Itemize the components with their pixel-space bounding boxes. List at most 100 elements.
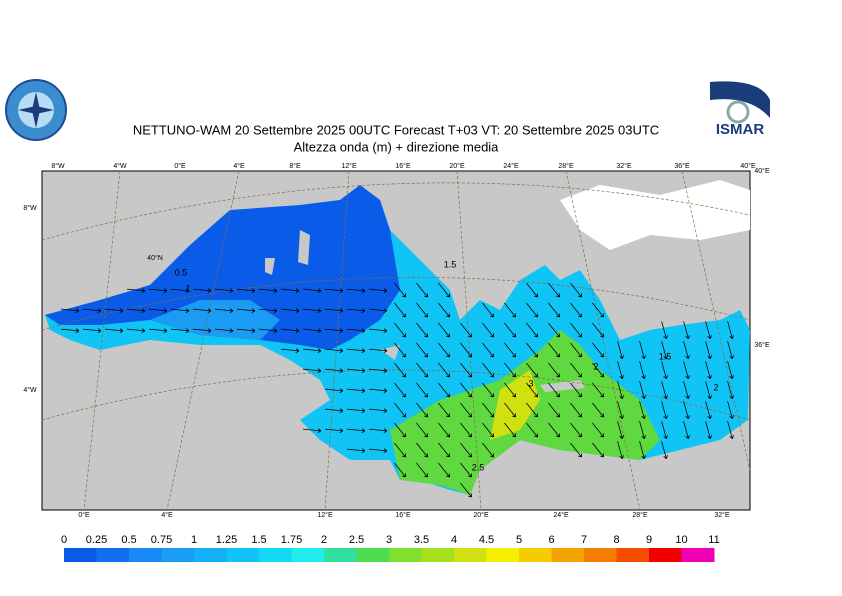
arrow — [460, 402, 472, 418]
arrow — [482, 442, 494, 458]
arrow — [705, 421, 712, 439]
arrow — [394, 282, 406, 298]
graticule — [41, 170, 751, 511]
arrow — [369, 408, 388, 413]
arrow — [325, 388, 344, 393]
arrow — [570, 302, 582, 318]
arrow — [394, 322, 406, 338]
arrow — [394, 342, 406, 358]
arrow — [438, 442, 450, 458]
colorbar-label: 0.75 — [151, 534, 172, 546]
arrow — [639, 441, 646, 459]
arrow — [347, 328, 366, 333]
top-tick-label: 4°E — [233, 162, 245, 170]
arrow — [482, 402, 494, 418]
arrow — [149, 328, 168, 333]
sea-peak — [490, 370, 540, 440]
arrow — [526, 322, 538, 338]
subtitle: Altezza onda (m) + direzione media — [294, 139, 500, 154]
arrow — [727, 361, 734, 379]
arrow — [369, 328, 388, 333]
arrow — [460, 482, 472, 498]
arrow — [661, 321, 668, 339]
left-tick-label: 4°W — [23, 386, 37, 394]
arrow — [416, 442, 428, 458]
colorbar-label: 2 — [321, 534, 327, 546]
arrow — [526, 402, 538, 418]
arrow — [504, 302, 516, 318]
logo-left — [5, 79, 67, 141]
arrow — [416, 322, 428, 338]
arrow — [438, 462, 450, 478]
arrow — [548, 342, 560, 358]
arrow — [259, 288, 278, 293]
arrow — [215, 308, 234, 313]
bottom-tick-label: 20°E — [473, 511, 489, 519]
bottom-tick-label: 12°E — [317, 511, 333, 519]
arrow — [325, 328, 344, 333]
arrow — [548, 422, 560, 438]
arrow — [504, 402, 516, 418]
colorbar-label: 0.5 — [121, 534, 136, 546]
arrow — [416, 402, 428, 418]
arrow — [394, 402, 406, 418]
arrow — [661, 381, 668, 399]
arrow — [61, 308, 80, 313]
arrow — [369, 368, 388, 373]
arrow — [661, 341, 668, 359]
arrow — [347, 288, 366, 293]
arrow — [83, 328, 102, 333]
arrow — [683, 421, 690, 439]
arrow — [347, 308, 366, 313]
arrow — [369, 288, 388, 293]
arrow — [617, 441, 624, 459]
arrow — [482, 342, 494, 358]
logo-right: ISMAR — [710, 80, 770, 140]
arrow — [171, 288, 190, 293]
arrow — [683, 321, 690, 339]
arrow — [482, 362, 494, 378]
arrow — [504, 362, 516, 378]
top-tick-label: 16°E — [395, 162, 411, 170]
bottom-tick-label: 0°E — [78, 511, 90, 519]
arrow — [460, 362, 472, 378]
arrow — [460, 442, 472, 458]
arrow — [325, 288, 344, 293]
arrow — [394, 382, 406, 398]
colorbar-label: 11 — [708, 534, 719, 546]
contour-label: 2 — [593, 361, 598, 371]
arrow — [237, 288, 256, 293]
arrow — [617, 381, 624, 399]
arrow — [570, 322, 582, 338]
arrow — [438, 422, 450, 438]
arrow — [460, 422, 472, 438]
arrow — [303, 368, 322, 373]
arrow — [347, 448, 366, 453]
colorbar-label: 3 — [386, 534, 392, 546]
colorbar-swatch — [259, 548, 292, 562]
arrow — [149, 288, 168, 293]
arrow — [727, 381, 734, 399]
top-tick-label: 40°E — [740, 162, 756, 170]
arrow — [61, 328, 80, 333]
colorbar-swatch — [649, 548, 682, 562]
colorbar-label: 3.5 — [414, 534, 429, 546]
map — [41, 170, 751, 511]
arrow — [592, 442, 604, 458]
arrow — [592, 422, 604, 438]
arrow — [570, 362, 582, 378]
arrow — [661, 441, 668, 459]
arrow — [438, 302, 450, 318]
arrow — [325, 408, 344, 413]
arrow — [482, 382, 494, 398]
arrow — [460, 462, 472, 478]
colorbar-label: 2.5 — [349, 534, 364, 546]
direction-arrows — [61, 282, 734, 498]
colorbar-label: 8 — [613, 534, 619, 546]
arrow — [504, 422, 516, 438]
arrow — [639, 401, 646, 419]
arrow — [661, 421, 668, 439]
bottom-tick-label: 4°E — [161, 511, 173, 519]
arrow — [438, 402, 450, 418]
